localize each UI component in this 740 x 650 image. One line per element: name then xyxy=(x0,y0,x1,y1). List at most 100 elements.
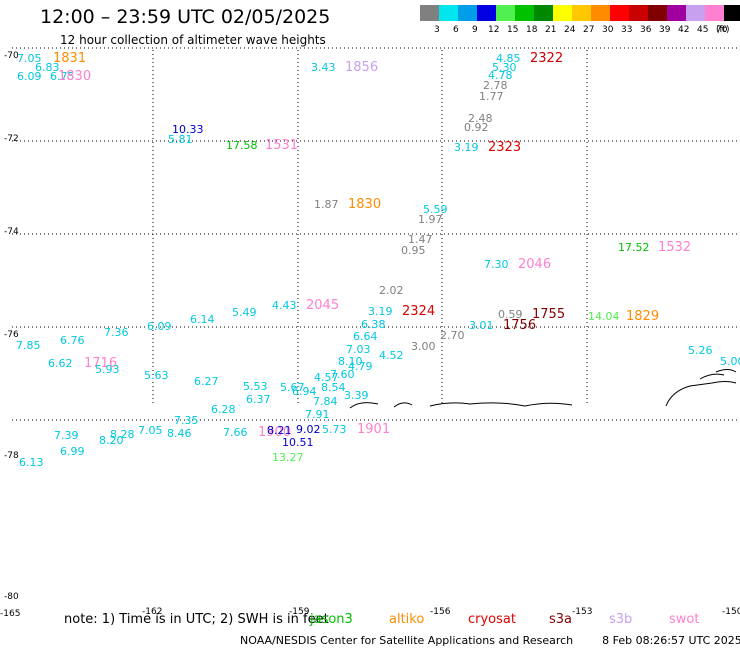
legend-tick-label: 42 xyxy=(678,25,690,35)
satellite-jason3: jason3 xyxy=(310,612,353,627)
legend-swatch: 18 xyxy=(515,5,537,35)
wave-height-value: 6.13 xyxy=(19,456,44,469)
legend-tick-label: 70 xyxy=(716,25,728,35)
legend-tick-label: 36 xyxy=(640,25,652,35)
legend-swatch xyxy=(724,5,740,21)
wave-height-value: 4.43 xyxy=(272,299,297,312)
wave-height-color-legend: 3 6 9 12 15 18 21 24 27 30 33 36 39 42 45 70 xyxy=(420,5,740,35)
wave-height-value: 8.21 xyxy=(267,424,292,437)
footer-agency: NOAA/NESDIS Center for Satellite Applica… xyxy=(240,634,574,647)
legend-swatch: 3 xyxy=(420,5,440,35)
pass-time-label: 2045 xyxy=(306,298,339,313)
note-text: note: 1) Time is in UTC; 2) SWH is in fe… xyxy=(64,612,329,627)
legend-swatch: 30 xyxy=(591,5,613,35)
longitude-label: -162 xyxy=(142,607,162,617)
satellite-cryosat: cryosat xyxy=(468,612,516,627)
wave-height-value: 6.83 xyxy=(35,61,60,74)
latitude-label: -78 xyxy=(4,451,19,461)
wave-height-value: 0.92 xyxy=(464,121,489,134)
legend-swatch: 6 xyxy=(439,5,459,35)
wave-height-value: 6.99 xyxy=(60,445,85,458)
wave-height-value: 7.85 xyxy=(16,339,41,352)
legend-tick-label: 24 xyxy=(564,25,576,35)
wave-height-value: 3.19 xyxy=(454,141,479,154)
pass-time-label: 2322 xyxy=(530,51,563,66)
wave-height-value: 7.84 xyxy=(313,395,338,408)
wave-height-value: 5.59 xyxy=(423,203,448,216)
satellite-swot: swot xyxy=(669,612,700,627)
longitude-label: -165 xyxy=(0,609,20,619)
wave-height-value: 6.76 xyxy=(60,334,85,347)
legend-swatch: 36 xyxy=(629,5,651,35)
wave-height-value: 5.26 xyxy=(688,344,713,357)
wave-height-value: 5.73 xyxy=(322,423,347,436)
map-title: 12:00 – 23:59 UTC 02/05/2025 xyxy=(40,6,331,28)
wave-height-value: 10.51 xyxy=(282,436,314,449)
legend-tick-label: 21 xyxy=(545,25,557,35)
wave-height-value: 8.10 xyxy=(338,355,363,368)
wave-height-value: 7.30 xyxy=(484,258,509,271)
wave-height-value: 7.05 xyxy=(17,52,42,65)
wave-height-value: 7.66 xyxy=(223,426,248,439)
wave-height-value: 6.75 xyxy=(50,70,75,83)
pass-time-label: 1901 xyxy=(357,422,390,437)
wave-height-value: 7.60 xyxy=(330,368,355,381)
wave-height-value: 5.93 xyxy=(95,363,120,376)
wave-height-value: 7.36 xyxy=(104,326,129,339)
wave-height-value: 2.70 xyxy=(440,329,465,342)
wave-height-value: 2.02 xyxy=(379,284,404,297)
wave-height-value: 1.87 xyxy=(314,198,339,211)
pass-time-label: 1900 xyxy=(258,425,291,440)
pass-time-label: 1755 xyxy=(532,307,565,322)
wave-height-value: 17.52 xyxy=(618,241,650,254)
wave-height-value: 8.46 xyxy=(167,427,192,440)
legend-tick-label: 39 xyxy=(659,25,671,35)
pass-time-label: 1532 xyxy=(658,240,691,255)
legend-swatch: 9 xyxy=(458,5,478,35)
legend-swatch: 24 xyxy=(553,5,575,35)
legend-swatch: 27 xyxy=(572,5,594,35)
legend-swatch: 45 xyxy=(686,5,708,35)
wave-height-value: 7.03 xyxy=(346,343,371,356)
wave-height-value: 2.78 xyxy=(483,79,508,92)
legend-unit-label: (ft) xyxy=(716,25,730,35)
wave-height-value: 7.35 xyxy=(174,414,199,427)
legend-tick-label: 30 xyxy=(602,25,614,35)
legend-tick-label: 18 xyxy=(526,25,538,35)
footer: NOAA/NESDIS Center for Satellite Applica… xyxy=(240,634,740,647)
wave-height-value: 4.57 xyxy=(314,371,339,384)
wave-height-value: 4.79 xyxy=(348,360,373,373)
wave-height-value: 8.20 xyxy=(99,434,124,447)
latitude-label: -74 xyxy=(4,227,19,237)
wave-height-value: 4.85 xyxy=(496,52,521,65)
wave-height-value: 7.39 xyxy=(54,429,79,442)
pass-time-label: 1756 xyxy=(503,318,536,333)
wave-height-value: 5.67 xyxy=(280,381,305,394)
wave-height-value: 3.43 xyxy=(311,61,336,74)
wave-height-value: 8.28 xyxy=(110,428,135,441)
wave-height-value: 7.05 xyxy=(138,424,163,437)
satellite-altiko: altiko xyxy=(389,612,425,627)
wave-height-value: 6.64 xyxy=(353,330,378,343)
wave-height-value: 0.95 xyxy=(401,244,426,257)
pass-time-label: 1829 xyxy=(626,309,659,324)
wave-height-value: 6.37 xyxy=(246,393,271,406)
pass-time-label: 1830 xyxy=(58,69,91,84)
legend-swatch: 70 xyxy=(705,5,727,35)
legend-tick-label: 12 xyxy=(488,25,500,35)
coastline-marie-byrd-land xyxy=(665,369,737,407)
legend-swatch: 21 xyxy=(534,5,556,35)
wave-height-value: 9.02 xyxy=(296,423,321,436)
latitude-label: -80 xyxy=(4,592,19,602)
wave-height-value: 5.53 xyxy=(243,380,268,393)
legend-tick-label: 6 xyxy=(453,25,459,35)
wave-height-value: 5.30 xyxy=(492,61,517,74)
legend-tick-label: 9 xyxy=(472,25,478,35)
pass-time-label: 1856 xyxy=(345,60,378,75)
wave-height-value: 6.38 xyxy=(361,318,386,331)
legend-swatch: 42 xyxy=(667,5,689,35)
wave-height-value: 4.52 xyxy=(379,349,404,362)
pass-time-label: 2323 xyxy=(488,140,521,155)
satellite-s3b: s3b xyxy=(609,612,633,627)
latitude-label: -72 xyxy=(4,134,19,144)
